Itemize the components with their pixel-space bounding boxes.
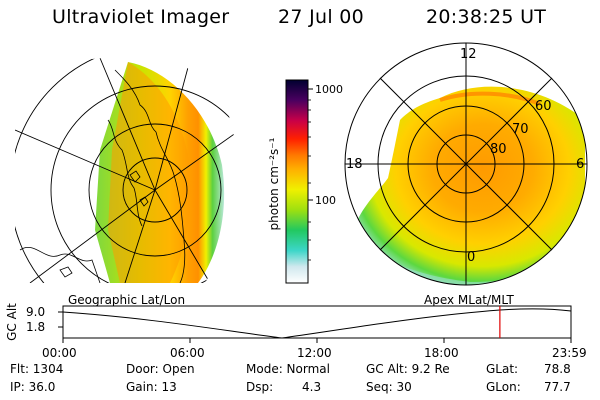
gc-altitude: GC Alt: 9.2 Re — [366, 362, 450, 376]
instrument-title: Ultraviolet Imager — [52, 6, 230, 28]
polar-emission-region — [352, 86, 585, 285]
glat-value: 78.8 — [544, 362, 571, 376]
mlt-label-18: 18 — [346, 157, 363, 172]
time-tick-06: 06:00 — [170, 346, 205, 360]
dsp-value: 4.3 — [302, 380, 322, 394]
mlat-label-60: 60 — [535, 99, 552, 114]
time-tick-00: 00:00 — [42, 346, 77, 360]
time-tick-18: 18:00 — [424, 346, 459, 360]
altitude-strip: 9.0 1.8 GC Alt 00:00 06:00 12:00 18:00 2… — [5, 303, 587, 360]
colorbar-label-100: 100 — [315, 194, 336, 207]
colorbar-unit-label: photon cm⁻²s⁻¹ — [267, 137, 281, 230]
colorbar-gradient — [285, 79, 309, 284]
polar-grid — [344, 42, 588, 286]
left-panel-caption: Geographic Lat/Lon — [68, 293, 185, 307]
geographic-globe-view — [15, 55, 240, 283]
door-status: Door: Open — [126, 362, 195, 376]
coastlines — [19, 69, 186, 283]
glon-value: 77.7 — [544, 380, 571, 394]
glat-label: GLat: — [486, 362, 519, 376]
mlat-label-70: 70 — [512, 122, 529, 137]
image-time: 20:38:25 UT — [426, 6, 547, 28]
auroral-oval-core — [108, 62, 191, 283]
gain-value: Gain: 13 — [126, 380, 177, 394]
glon-label: GLon: — [486, 380, 521, 394]
altitude-curve — [62, 308, 572, 339]
time-tick-12: 12:00 — [297, 346, 332, 360]
altitude-axis-label: GC Alt — [5, 303, 19, 341]
mlt-label-12: 12 — [460, 47, 477, 62]
dsp-label: Dsp: — [246, 380, 274, 394]
lat-lon-grid — [15, 55, 240, 283]
altitude-tick-bottom: 1.8 — [26, 320, 45, 334]
altitude-tick-top: 9.0 — [26, 305, 45, 319]
flight-number: Flt: 1304 — [10, 362, 64, 376]
ip-value: IP: 36.0 — [10, 380, 56, 394]
mlat-label-80: 80 — [490, 142, 507, 157]
right-panel-caption: Apex MLat/MLT — [424, 293, 514, 307]
mlt-label-0: 0 — [467, 250, 475, 265]
mlt-label-6: 6 — [576, 157, 584, 172]
image-date: 27 Jul 00 — [278, 6, 365, 28]
time-tick-2359: 23:59 — [552, 346, 587, 360]
sequence-number: Seq: 30 — [366, 380, 412, 394]
colorbar-label-1000: 1000 — [315, 83, 343, 96]
time-axis-ticks — [62, 338, 572, 343]
intensity-colorbar: 1000 100 photon cm⁻²s⁻¹ — [267, 79, 343, 284]
mode-status: Mode: Normal — [246, 362, 330, 376]
apex-polar-view: 12 18 6 0 60 70 80 — [344, 42, 588, 286]
